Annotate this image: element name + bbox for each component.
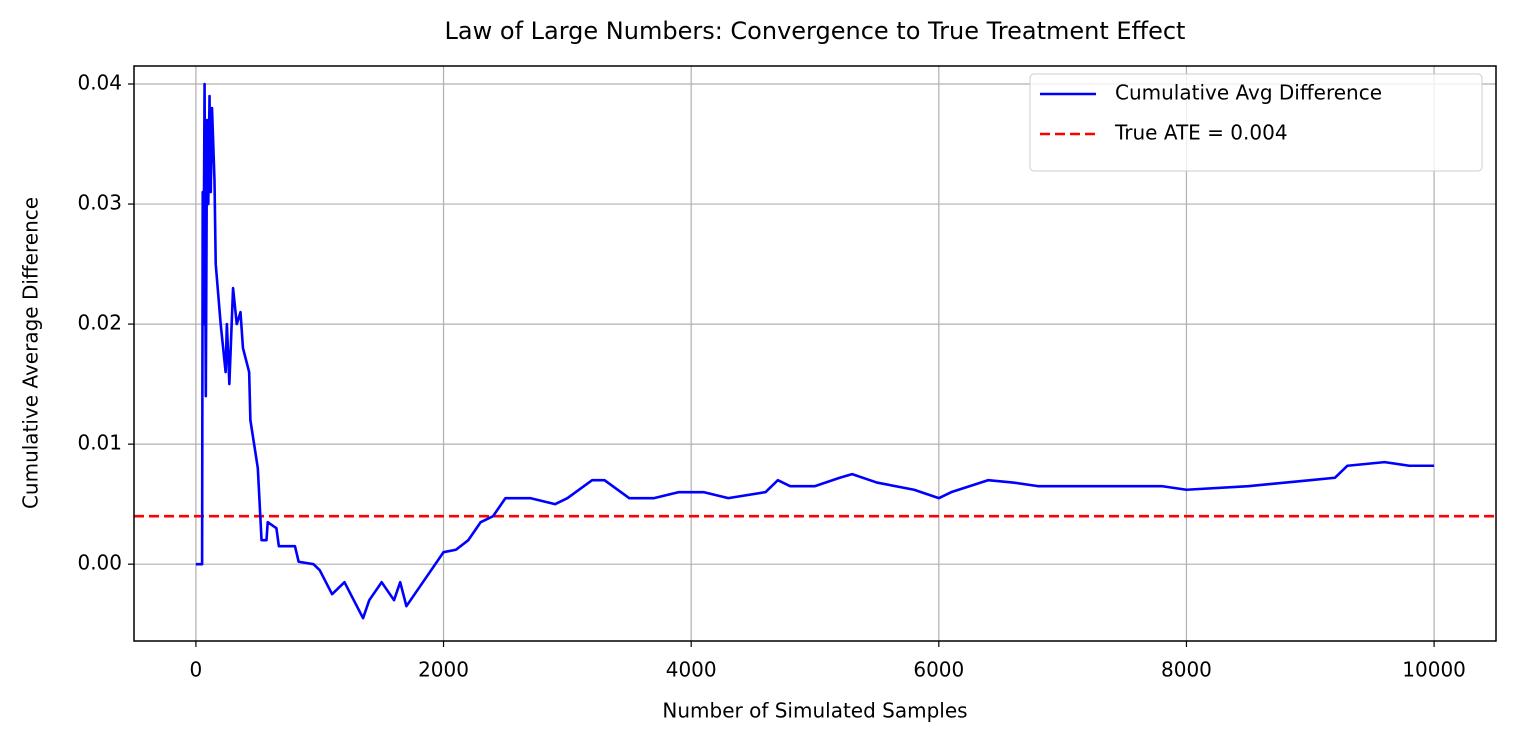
chart-title: Law of Large Numbers: Convergence to Tru… [445,17,1186,45]
x-tick-label: 10000 [1402,658,1466,682]
y-axis-label: Cumulative Average Difference [19,197,43,509]
plot-frame [133,65,1497,642]
data-line [195,82,1435,620]
x-tick-label: 8000 [1161,658,1212,682]
y-tick-label: 0.02 [77,311,122,335]
x-axis-label: Number of Simulated Samples [662,699,967,723]
x-tick-label: 0 [190,658,203,682]
y-tick-label: 0.04 [77,71,122,95]
legend-box [1029,73,1483,172]
legend-label: True ATE = 0.004 [1114,121,1288,145]
x-tick-label: 6000 [913,658,964,682]
legend-label: Cumulative Avg Difference [1115,81,1382,105]
x-tick-label: 2000 [418,658,469,682]
y-tick-label: 0.01 [77,431,122,455]
y-tick-label: 0.00 [77,551,122,575]
y-tick-label: 0.03 [77,191,122,215]
x-tick-label: 4000 [666,658,717,682]
